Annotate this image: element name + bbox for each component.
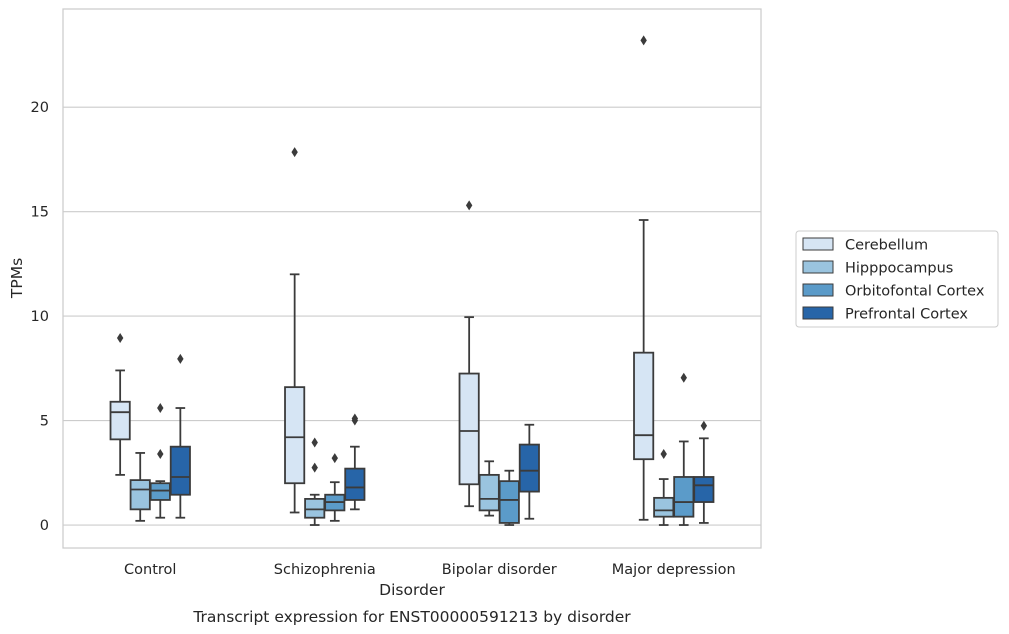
box-hipppocampus-0: [129, 452, 151, 522]
x-tick-label: Bipolar disorder: [442, 562, 557, 578]
box-body: [304, 498, 326, 519]
y-axis-label: TPMs: [8, 258, 26, 299]
x-tick-label: Schizophrenia: [274, 562, 376, 578]
plot-area: [62, 8, 762, 549]
box-body: [129, 479, 151, 511]
box-body: [518, 443, 540, 493]
box-orbitofontal-cortex-3: [673, 372, 695, 526]
y-tick-labels: 0 5 10 15 20: [31, 100, 49, 534]
box-body: [109, 400, 131, 441]
outlier-point: [311, 462, 318, 473]
box-body: [169, 445, 191, 496]
outlier-point: [660, 448, 667, 459]
box-prefrontal-cortex-0: [169, 353, 191, 519]
x-tick-label: Major depression: [612, 562, 736, 578]
box-orbitofontal-cortex-2: [498, 469, 520, 526]
outlier-point: [680, 372, 687, 383]
outlier-point: [157, 448, 164, 459]
chart-caption: Transcript expression for ENST0000059121…: [192, 608, 631, 626]
outlier-point: [116, 333, 124, 344]
box-prefrontal-cortex-3: [693, 420, 715, 524]
box-body: [344, 467, 366, 501]
box-layer: [109, 35, 715, 526]
y-tick-label: 20: [31, 100, 49, 116]
legend-swatch: [802, 283, 834, 297]
outlier-point: [700, 420, 708, 431]
box-body: [653, 496, 675, 518]
box-body: [284, 386, 306, 485]
legend-label: Cerebellum: [845, 238, 928, 254]
box-body: [149, 482, 171, 501]
outlier-point: [331, 453, 338, 464]
box-body: [673, 476, 695, 518]
box-body: [633, 351, 655, 461]
y-tick-label: 10: [31, 309, 49, 325]
outlier-point: [291, 147, 298, 158]
x-tick-labels: Control Schizophrenia Bipolar disorder Majo…: [124, 562, 736, 578]
x-axis-label: Disorder: [379, 581, 445, 599]
outlier-point: [640, 35, 647, 46]
y-tick-label: 15: [31, 205, 49, 221]
box-body: [498, 480, 520, 524]
legend-label: Prefrontal Cortex: [845, 307, 968, 323]
y-tick-label: 0: [40, 518, 49, 534]
legend-label: Hipppocampus: [845, 261, 953, 277]
x-tick-label: Control: [124, 562, 176, 578]
legend-swatch: [802, 260, 834, 274]
legend-label: Orbitofontal Cortex: [845, 284, 985, 300]
box-cerebellum-0: [109, 333, 131, 476]
outlier-point: [311, 437, 318, 448]
outlier-point: [351, 415, 359, 426]
legend: Cerebellum Hipppocampus Orbitofontal Corte…: [795, 230, 999, 328]
box-cerebellum-2: [458, 200, 480, 508]
box-orbitofontal-cortex-1: [324, 453, 346, 522]
box-cerebellum-3: [633, 35, 655, 521]
box-body: [478, 473, 500, 512]
box-body: [458, 372, 480, 486]
box-hipppocampus-2: [478, 460, 500, 517]
box-body: [693, 476, 715, 503]
box-hipppocampus-3: [653, 448, 675, 526]
outlier-point: [465, 200, 473, 211]
legend-frame: [795, 230, 999, 328]
box-hipppocampus-1: [304, 437, 326, 526]
y-tick-label: 5: [40, 414, 49, 430]
outlier-point: [177, 353, 184, 364]
box-prefrontal-cortex-2: [518, 423, 540, 520]
box-prefrontal-cortex-1: [344, 413, 366, 511]
box-cerebellum-1: [284, 147, 306, 514]
legend-swatch: [802, 306, 834, 320]
legend-swatch: [802, 237, 834, 251]
outlier-point: [157, 403, 164, 414]
